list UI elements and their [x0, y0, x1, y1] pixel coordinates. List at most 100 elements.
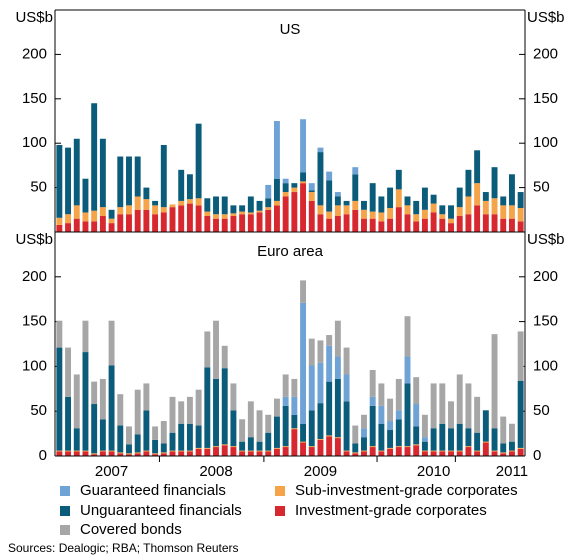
y-tick-label: 100: [533, 134, 558, 151]
bar-segment: [500, 416, 507, 444]
bar-segment: [256, 441, 263, 451]
bar-segment: [195, 447, 202, 449]
bar-segment: [456, 187, 463, 208]
bar-segment: [178, 205, 185, 232]
bar-segment: [169, 450, 176, 452]
bar-segment: [404, 446, 411, 448]
legend-label: Unguaranteed financials: [80, 502, 242, 519]
bar-segment: [221, 445, 228, 456]
bar-segment: [517, 221, 524, 232]
bar-segment: [465, 214, 472, 232]
bar-segment: [160, 443, 167, 453]
bar-segment: [361, 218, 367, 232]
bar-segment: [430, 212, 437, 232]
bar-segment: [326, 335, 333, 346]
bar-segment: [378, 383, 385, 406]
bar-segment: [282, 446, 289, 448]
bar-segment: [204, 447, 211, 449]
bar-segment: [500, 205, 507, 219]
bar-segment: [334, 378, 341, 438]
bar-segment: [474, 396, 481, 433]
bar-segment: [395, 446, 402, 448]
unit-label: US$b: [527, 231, 565, 248]
bar-segment: [273, 178, 280, 201]
bar-segment: [213, 214, 219, 219]
bar-segment: [439, 423, 446, 451]
bar-segment: [152, 439, 159, 454]
bar-segment: [430, 450, 437, 452]
bar-segment: [317, 340, 324, 363]
bar-segment: [369, 405, 376, 447]
bar-segment: [282, 196, 289, 232]
bar-segment: [517, 192, 524, 209]
bar-segment: [204, 367, 211, 448]
legend-swatch: [60, 506, 70, 516]
bar-segment: [82, 450, 89, 452]
bar-segment: [265, 451, 272, 456]
bar-segment: [404, 196, 411, 206]
legend-label: Investment-grade corporates: [295, 502, 487, 519]
y-tick-label: 50: [533, 402, 550, 419]
bar-segment: [91, 381, 98, 405]
bar-segment: [413, 377, 420, 405]
bar-segment: [343, 214, 350, 232]
bar-segment: [117, 452, 124, 454]
bar-segment: [126, 205, 132, 215]
bar-segment: [421, 441, 428, 451]
bar-segment: [430, 203, 437, 213]
bar-segment: [195, 205, 202, 232]
bar-segment: [482, 192, 489, 201]
bar-segment: [221, 345, 228, 369]
series-bars: [56, 280, 524, 445]
bar-segment: [265, 432, 272, 451]
bar-segment: [508, 423, 515, 442]
bar-segment: [65, 347, 72, 397]
y-tick-label: 200: [22, 45, 47, 62]
bar-segment: [91, 210, 98, 222]
bar-segment: [265, 450, 272, 452]
bar-segment: [334, 196, 341, 206]
bar-segment: [282, 178, 289, 184]
bar-segment: [352, 174, 359, 201]
bar-segment: [482, 200, 489, 215]
bar-segment: [430, 194, 437, 204]
bar-segment: [91, 221, 98, 232]
bar-segment: [404, 214, 411, 232]
bar-segment: [465, 383, 472, 429]
bar-segment: [387, 448, 394, 456]
bar-segment: [491, 334, 498, 429]
bar-segment: [230, 205, 237, 214]
bar-segment: [152, 200, 159, 206]
bar-segment: [378, 221, 385, 232]
x-tick-label: 2008: [199, 463, 232, 480]
bar-segment: [291, 192, 298, 232]
bar-segment: [160, 212, 167, 232]
bar-segment: [482, 410, 489, 442]
bar-segment: [126, 453, 132, 455]
bar-segment: [369, 218, 376, 232]
bar-segment: [326, 436, 333, 456]
bar-segment: [99, 138, 106, 208]
bar-segment: [369, 447, 376, 456]
series-bars: [56, 347, 524, 454]
bar-segment: [282, 374, 289, 397]
bar-segment: [134, 452, 141, 454]
bar-segment: [186, 423, 193, 451]
bar-segment: [73, 218, 80, 232]
x-tick-label: 2007: [95, 463, 128, 480]
bar-segment: [421, 451, 428, 456]
bar-segment: [152, 454, 159, 456]
bar-segment: [160, 452, 167, 454]
bar-segment: [195, 198, 202, 206]
bar-segment: [134, 389, 141, 435]
bar-segment: [334, 205, 341, 217]
bar-segment: [204, 448, 211, 456]
bar-segment: [247, 196, 254, 213]
bar-segment: [395, 419, 402, 447]
bar-segment: [308, 365, 315, 411]
bar-segment: [404, 316, 411, 357]
bar-segment: [439, 218, 446, 232]
bar-segment: [413, 444, 420, 446]
bar-segment: [317, 438, 324, 440]
